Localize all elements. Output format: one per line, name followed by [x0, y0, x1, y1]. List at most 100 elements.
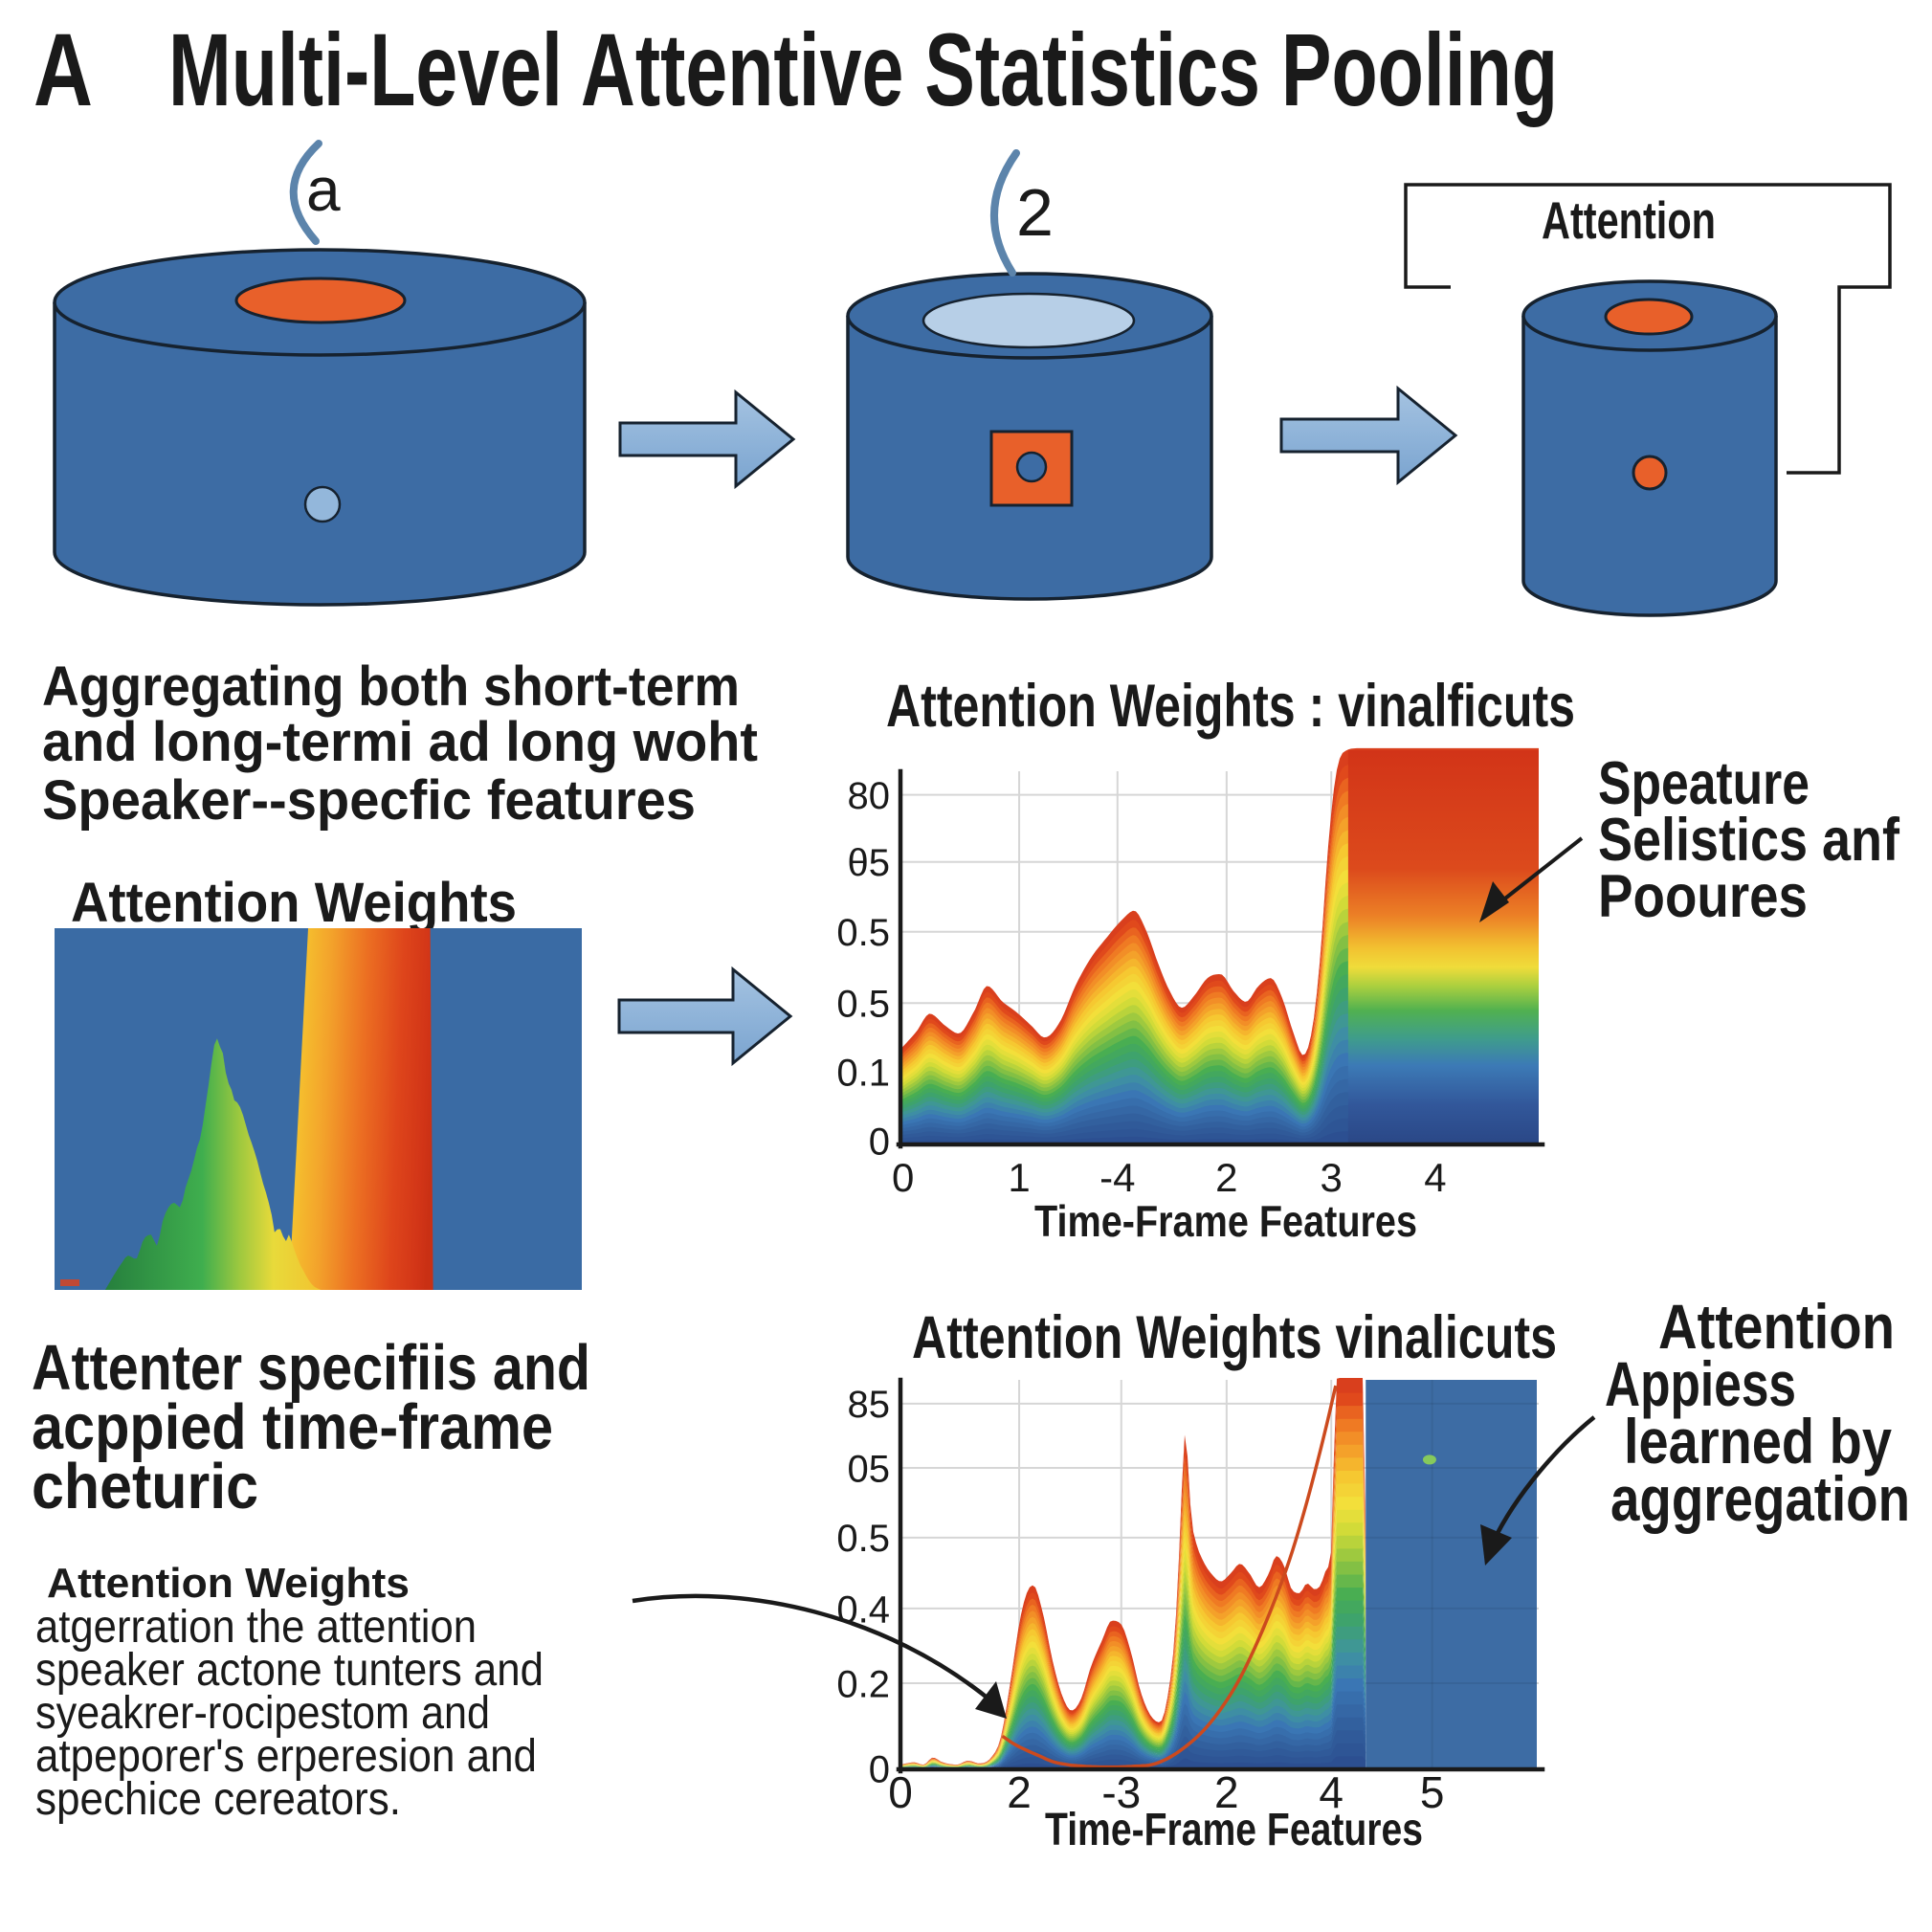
map-artifact-dash: [60, 1279, 79, 1286]
lower-chart-title: Attention Weights vinalicuts: [912, 1304, 1557, 1371]
cylinder-pooling-level: 2: [846, 149, 1213, 601]
paren-2-icon: [990, 149, 1020, 277]
x-tick-label: 3: [1321, 1155, 1343, 1200]
area-band: [900, 1533, 1366, 1767]
weights-pointer-curve: [632, 1593, 991, 1701]
y-tick-label: 0.5: [836, 912, 890, 954]
area-band: [900, 1663, 1366, 1768]
lower-chart-xlabel: Time-Frame Features: [1045, 1805, 1423, 1855]
aggregating-text: Aggregating both short-term and long-ter…: [42, 655, 758, 832]
y-tick-label: 05: [848, 1448, 891, 1490]
x-tick-label: 2: [1007, 1767, 1032, 1817]
area-band: [900, 1546, 1366, 1767]
weights-pointer-arrowhead: [975, 1681, 1007, 1719]
aggregation-arrowhead: [1480, 1524, 1512, 1566]
weights-pointer-annotation: [632, 1593, 1007, 1719]
lower-chart: 85 05 0.5 0.4 0.2 00 2 -3 2 4 5: [836, 1377, 1545, 1817]
area-band: [900, 1507, 1366, 1766]
y-tick-label: 0.5: [836, 1518, 890, 1560]
upper-chart-xlabel: Time-Frame Features: [1034, 1196, 1417, 1246]
paragraph-line-4: atpeporer's erperesion and: [35, 1731, 537, 1782]
cylinder1-body: [53, 302, 587, 607]
cylinder2-square-hole: [1015, 451, 1048, 483]
attention-label: Attention: [1542, 190, 1716, 250]
stage1-tag: a: [306, 155, 341, 224]
paragraph-line-1: atgerration the attention: [35, 1602, 477, 1653]
aggregation-line-1: Attention: [1658, 1291, 1895, 1362]
paren-a-icon: [289, 140, 322, 245]
paragraph-heading: Attention Weights: [47, 1560, 410, 1607]
aggregating-line-2: and long-termi ad long woht: [42, 711, 758, 773]
map-mountain: [104, 1038, 322, 1290]
area-band: [900, 1586, 1366, 1767]
saturated-wall: [1347, 750, 1539, 1144]
area-band: [900, 1650, 1366, 1768]
aggregating-line-3: Speaker--specfic features: [42, 769, 696, 832]
y-tick-label: 80: [848, 775, 891, 817]
x-tick-label: 2: [1215, 1155, 1237, 1200]
aggregation-line-4: aggregation: [1610, 1463, 1910, 1534]
map-hot-band: [289, 928, 433, 1290]
weights-map-panel: [55, 928, 582, 1290]
cylinder-frame-level: a: [53, 140, 587, 607]
figure-index: A: [33, 11, 93, 127]
x-tick-label: -3: [1101, 1767, 1141, 1817]
stats-annotation-line-2: Selistics anf: [1598, 807, 1900, 874]
area-band: [900, 1715, 1366, 1769]
x-tick-label: 4: [1319, 1767, 1344, 1817]
x-tick-label: -4: [1099, 1155, 1135, 1200]
stats-pooling-annotation: Speature Selistics anf Pooures: [1479, 750, 1900, 930]
area-band: [900, 1598, 1366, 1767]
flow-arrow-1: [618, 389, 796, 490]
flow-arrow-2: [1279, 385, 1458, 486]
area-band: [900, 1624, 1366, 1768]
area-band: [900, 1728, 1366, 1769]
area-band: [900, 1702, 1366, 1769]
stage2-tag: 2: [1016, 175, 1054, 250]
paragraph-line-3: syeakrer-rocipestom and: [35, 1688, 490, 1739]
attention-overlay-curve: [1001, 1385, 1338, 1769]
cylinder1-light-dot: [303, 485, 342, 523]
y-tick-label: 0: [869, 1749, 890, 1791]
aggregating-line-1: Aggregating both short-term: [42, 655, 740, 718]
x-tick-label: 4: [1424, 1155, 1446, 1200]
aggregation-annotation: Attention Appiess learned by aggregation: [1480, 1291, 1910, 1566]
cylinder1-orange-ellipse: [234, 277, 407, 324]
aggregation-line-2: Appiess: [1605, 1348, 1796, 1419]
x-tick-label: 2: [1214, 1767, 1239, 1817]
area-band: [900, 1611, 1366, 1768]
area-band: [900, 1572, 1366, 1767]
cylinder2-inner-ellipse: [922, 292, 1136, 349]
attention-weights-paragraph: Attention Weights atgerration the attent…: [35, 1560, 544, 1825]
cylinder-attention-level: Attention: [1404, 183, 1892, 617]
attenter-heading: Attenter specifiis and acppied time-fram…: [32, 1332, 590, 1522]
area-band: [900, 1559, 1366, 1767]
area-band: [900, 1455, 1366, 1766]
stats-annotation-line-1: Speature: [1598, 750, 1810, 817]
weights-map-title: Attention Weights: [71, 872, 517, 934]
area-band: [900, 1416, 1366, 1765]
area-band: [900, 944, 1539, 1103]
paragraph-line-2: speaker actone tunters and: [35, 1645, 544, 1696]
area-band: [900, 932, 1539, 1100]
stats-annotation-arrowhead: [1479, 881, 1509, 922]
artifact-dot: [1422, 1455, 1436, 1465]
attenter-line-1: Attenter specifiis and: [32, 1332, 590, 1404]
attention-bracket: [1404, 183, 1892, 475]
y-tick-label: 0.5: [836, 984, 890, 1026]
cylinder3-orange-dot: [1632, 455, 1668, 491]
area-band: [900, 1741, 1366, 1769]
attenter-line-3: cheturic: [32, 1451, 258, 1522]
stats-annotation-line-3: Pooures: [1598, 863, 1808, 930]
aggregation-arrow-curve: [1490, 1415, 1596, 1543]
area-band: [900, 1521, 1366, 1767]
area-band: [900, 1677, 1366, 1768]
x-tick-label: 0: [888, 1767, 913, 1817]
aggregation-line-3: learned by: [1624, 1406, 1892, 1477]
y-tick-label: 0.4: [836, 1588, 890, 1631]
paragraph-line-5: spechice cereators.: [35, 1774, 401, 1825]
y-tick-label: 85: [848, 1384, 891, 1426]
x-tick-label: 5: [1420, 1767, 1445, 1817]
x-tick-label: 0: [892, 1155, 914, 1200]
area-band: [900, 1481, 1366, 1766]
